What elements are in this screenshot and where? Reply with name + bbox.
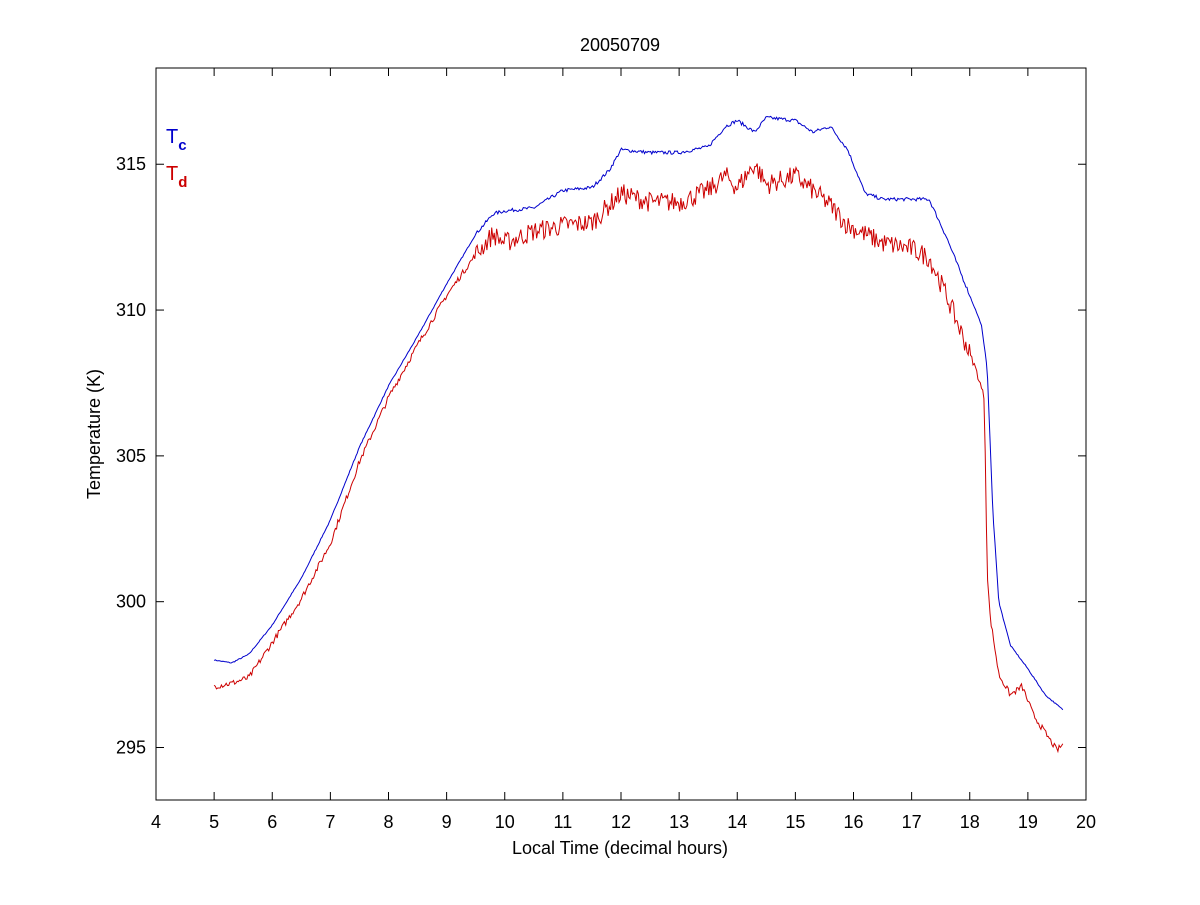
x-tick-label: 6 bbox=[267, 812, 277, 832]
x-tick-label: 7 bbox=[325, 812, 335, 832]
x-tick-label: 13 bbox=[669, 812, 689, 832]
x-tick-label: 15 bbox=[785, 812, 805, 832]
x-tick-label: 4 bbox=[151, 812, 161, 832]
x-tick-label: 20 bbox=[1076, 812, 1096, 832]
x-tick-label: 14 bbox=[727, 812, 747, 832]
x-axis-label: Local Time (decimal hours) bbox=[512, 838, 728, 858]
series-line-tc bbox=[213, 115, 1064, 711]
y-tick-label: 295 bbox=[116, 738, 146, 758]
legend-tc-sub: c bbox=[178, 137, 186, 154]
legend-entry-td: Td bbox=[166, 163, 187, 191]
legend-tc-base: T bbox=[166, 126, 178, 148]
x-tick-label: 16 bbox=[843, 812, 863, 832]
chart-title: 20050709 bbox=[580, 35, 660, 55]
y-tick-label: 310 bbox=[116, 300, 146, 320]
legend-td-base: T bbox=[166, 163, 178, 185]
x-tick-label: 19 bbox=[1018, 812, 1038, 832]
x-tick-label: 18 bbox=[960, 812, 980, 832]
series-layer bbox=[213, 115, 1064, 754]
x-tick-label: 11 bbox=[554, 812, 573, 832]
legend-td-sub: d bbox=[178, 174, 187, 191]
x-tick-label: 17 bbox=[902, 812, 922, 832]
x-tick-label: 8 bbox=[383, 812, 393, 832]
series-line-td bbox=[213, 163, 1064, 754]
y-tick-label: 305 bbox=[116, 446, 146, 466]
y-tick-label: 315 bbox=[116, 154, 146, 174]
legend: Tc Td bbox=[166, 126, 187, 191]
x-tick-label: 12 bbox=[611, 812, 631, 832]
legend-entry-tc: Tc bbox=[166, 126, 187, 154]
x-tick-label: 5 bbox=[209, 812, 219, 832]
x-tick-label: 10 bbox=[495, 812, 515, 832]
y-axis-label: Temperature (K) bbox=[84, 369, 104, 499]
x-tick-label: 9 bbox=[442, 812, 452, 832]
ticks-layer: 4 5 6 7 8 9 10 11 12 13 14 15 16 17 18 19 20 295 300 305 310… bbox=[116, 68, 1096, 832]
y-tick-label: 300 bbox=[116, 592, 146, 612]
